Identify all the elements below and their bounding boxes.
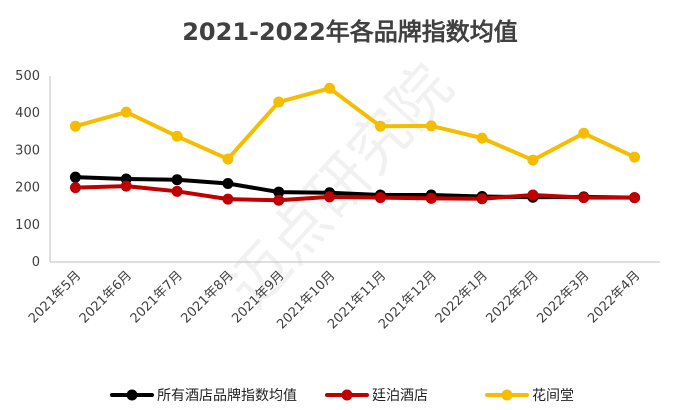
data-point <box>476 132 488 144</box>
data-point <box>324 82 336 94</box>
plot-area <box>69 82 641 206</box>
x-tick-label: 2022年2月 <box>484 268 542 326</box>
y-axis: 0 100 200 300 400 500 <box>15 69 51 270</box>
y-tick-label: 500 <box>15 69 40 84</box>
x-tick-label: 2022年1月 <box>433 268 491 326</box>
data-point <box>629 151 641 163</box>
legend-label: 所有酒店品牌指数均值 <box>157 387 297 404</box>
data-point <box>120 106 132 118</box>
legend-swatch-marker <box>126 389 138 401</box>
data-point <box>69 120 81 132</box>
data-point <box>120 180 132 192</box>
legend-label: 廷泊酒店 <box>372 388 428 404</box>
x-tick-label: 2022年3月 <box>534 268 592 326</box>
data-point <box>171 130 183 142</box>
data-point <box>273 186 285 198</box>
data-point <box>374 120 386 132</box>
chart-title: 2021-2022年各品牌指数均值 <box>182 18 518 46</box>
data-point <box>629 192 641 204</box>
x-tick-label: 2022年4月 <box>585 268 643 326</box>
data-point <box>273 96 285 108</box>
x-tick-label: 2021年7月 <box>128 268 186 326</box>
legend-swatch-marker <box>341 389 353 401</box>
x-tick-label: 2021年6月 <box>77 268 135 326</box>
y-tick-label: 400 <box>15 106 40 121</box>
data-point <box>578 127 590 139</box>
x-axis: 2021年5月2021年6月2021年7月2021年8月2021年9月2021年… <box>26 261 660 332</box>
y-tick-label: 300 <box>15 143 40 158</box>
y-tick-label: 0 <box>32 255 40 270</box>
data-point <box>527 154 539 166</box>
data-point <box>222 153 234 165</box>
data-point <box>222 178 234 190</box>
data-point <box>69 171 81 183</box>
data-point <box>222 193 234 205</box>
legend-swatch-marker <box>501 389 513 401</box>
series-line <box>73 184 637 203</box>
data-point <box>273 194 285 206</box>
data-point <box>171 174 183 186</box>
x-tick-label: 2021年8月 <box>179 268 237 326</box>
data-point <box>69 182 81 194</box>
data-point <box>527 189 539 201</box>
data-point <box>324 191 336 203</box>
legend: 所有酒店品牌指数均值 廷泊酒店 花间堂 <box>110 387 574 404</box>
data-point <box>476 193 488 205</box>
data-point <box>578 192 590 204</box>
data-point <box>425 192 437 204</box>
legend-label: 花间堂 <box>532 388 574 404</box>
series-line <box>73 86 637 163</box>
data-point <box>425 120 437 132</box>
data-point <box>171 185 183 197</box>
y-tick-label: 200 <box>15 181 40 196</box>
data-point <box>374 192 386 204</box>
y-tick-label: 100 <box>15 218 40 233</box>
x-tick-label: 2021年5月 <box>26 268 84 326</box>
